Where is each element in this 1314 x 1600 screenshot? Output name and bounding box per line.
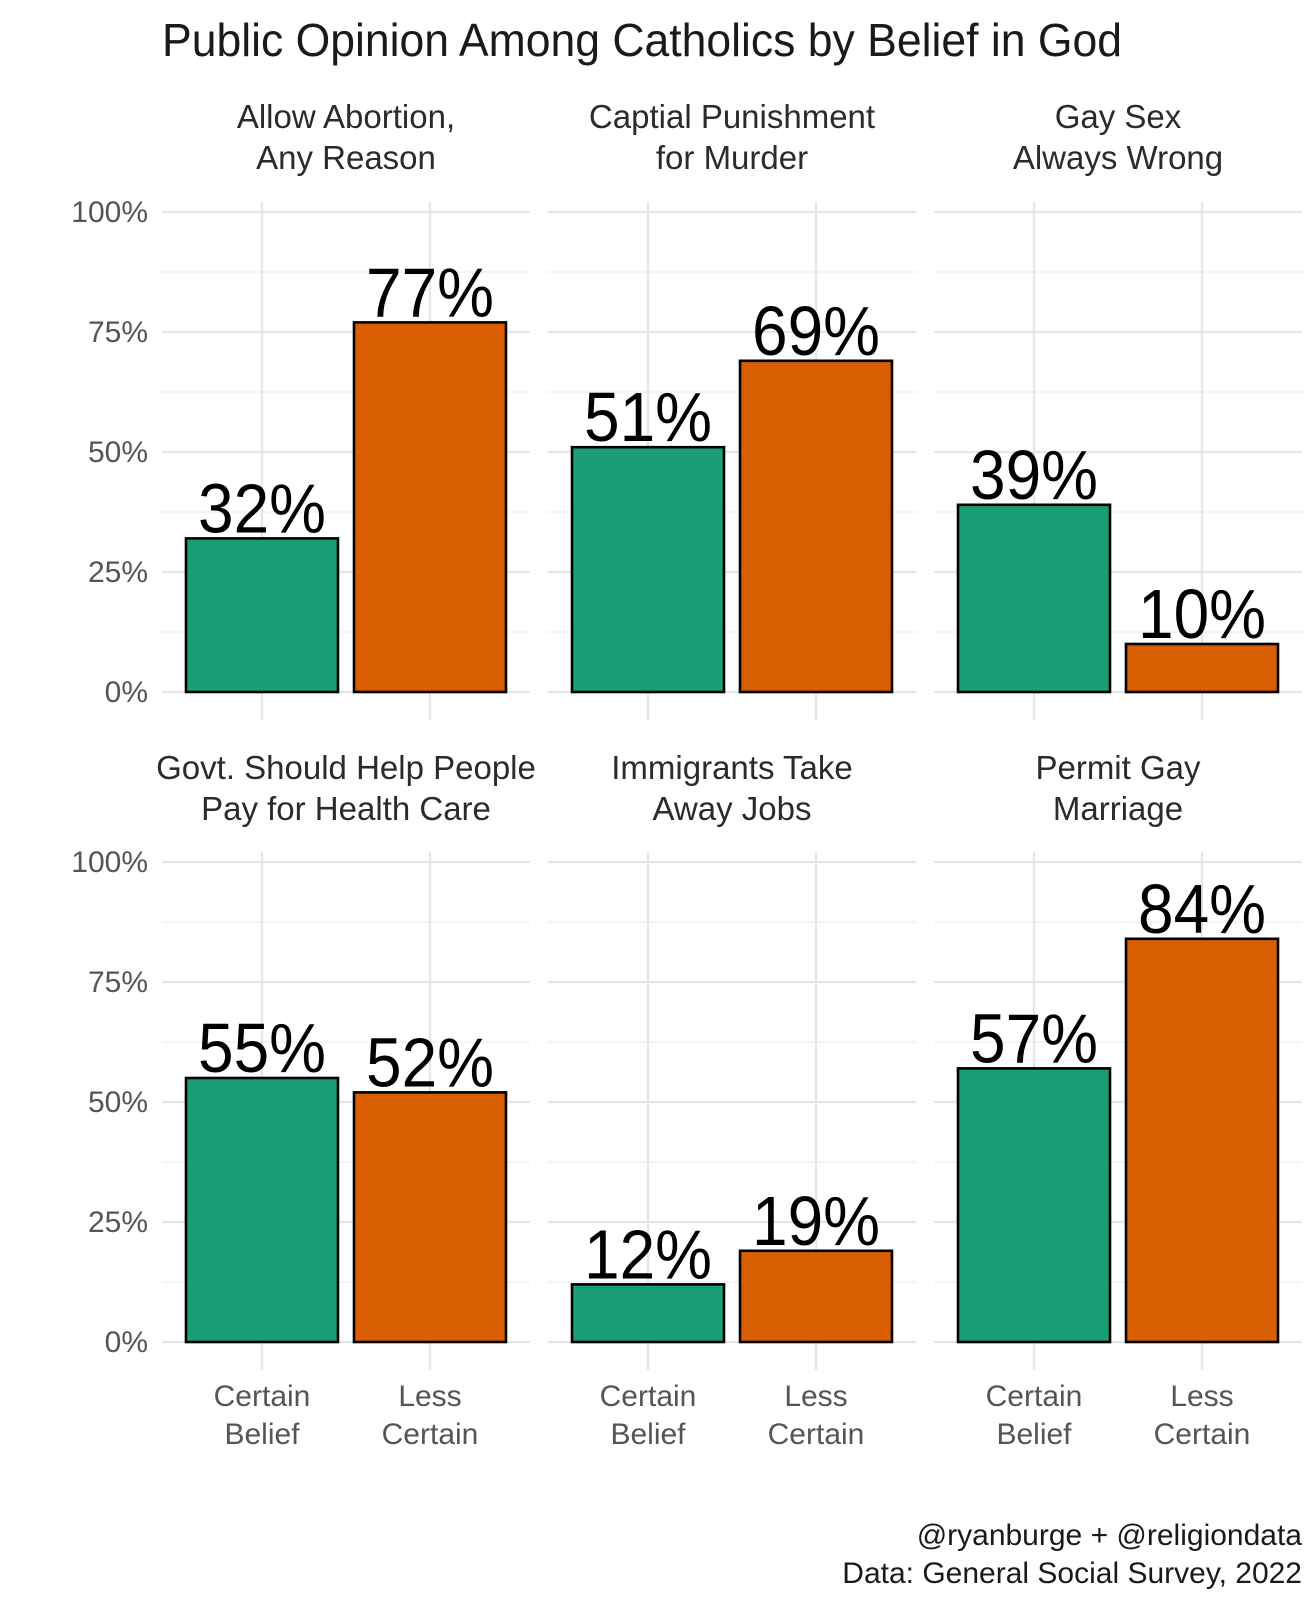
y-tick-label: 100% bbox=[71, 846, 148, 879]
y-tick-label: 25% bbox=[88, 1206, 148, 1239]
bar-less-certain bbox=[352, 321, 508, 694]
y-tick-label: 25% bbox=[88, 556, 148, 589]
y-tick-label: 0% bbox=[105, 1326, 148, 1359]
bar-value-label: 32% bbox=[198, 469, 326, 547]
panel-title: Govt. Should Help People Pay for Health C… bbox=[156, 749, 536, 827]
bar-value-label: 10% bbox=[1138, 575, 1266, 653]
y-tick-label: 50% bbox=[88, 1086, 148, 1119]
bar-value-label: 12% bbox=[584, 1215, 712, 1293]
panel-3: Gay Sex Always Wrong 39% 10% bbox=[934, 98, 1302, 720]
caption-line: @ryanburge + @religiondata bbox=[917, 1519, 1303, 1552]
x-tick-label: Certain Belief bbox=[986, 1380, 1083, 1451]
bar-value-label: 69% bbox=[752, 292, 880, 370]
y-tick-label: 50% bbox=[88, 436, 148, 469]
panel-title: Allow Abortion, Any Reason bbox=[237, 98, 455, 176]
panel-2: Captial Punishment for Murder 51% 69% bbox=[548, 98, 916, 720]
panel-title: Immigrants Take Away Jobs bbox=[611, 749, 852, 827]
bar-certain-belief bbox=[570, 445, 726, 694]
x-tick-label: Less Certain bbox=[1154, 1380, 1251, 1451]
x-tick-label: Less Certain bbox=[382, 1380, 479, 1451]
bar-value-label: 52% bbox=[366, 1023, 494, 1101]
bar-less-certain bbox=[738, 1249, 894, 1344]
panel-6: Permit Gay Marriage 57% 84% Certain Belief Les… bbox=[934, 749, 1302, 1451]
panel-5: Immigrants Take Away Jobs 12% 19% Certain Bel… bbox=[548, 749, 916, 1451]
caption: @ryanburge + @religiondata Data: General … bbox=[842, 1519, 1302, 1590]
bar-certain-belief bbox=[956, 1067, 1112, 1344]
bar-certain-belief bbox=[956, 503, 1112, 694]
caption-line: Data: General Social Survey, 2022 bbox=[842, 1557, 1302, 1590]
chart-title: Public Opinion Among Catholics by Belief… bbox=[162, 14, 1122, 66]
panel-1: Allow Abortion, Any Reason 32% 77% 0% 25% 50% 7… bbox=[71, 98, 530, 720]
bar-value-label: 77% bbox=[366, 253, 494, 331]
panel-title: Permit Gay Marriage bbox=[1035, 749, 1201, 827]
panels: Allow Abortion, Any Reason 32% 77% 0% 25% 50% 7… bbox=[71, 98, 1302, 1451]
bar-less-certain bbox=[1124, 642, 1280, 694]
bar-certain-belief bbox=[184, 1076, 340, 1344]
bar-value-label: 19% bbox=[752, 1182, 880, 1260]
bar-value-label: 55% bbox=[198, 1009, 326, 1087]
y-tick-label: 0% bbox=[105, 676, 148, 709]
y-tick-label: 75% bbox=[88, 316, 148, 349]
bar-less-certain bbox=[1124, 937, 1280, 1344]
x-tick-label: Certain Belief bbox=[214, 1380, 311, 1451]
bar-value-label: 57% bbox=[970, 999, 1098, 1077]
bar-value-label: 51% bbox=[584, 378, 712, 456]
x-tick-label: Less Certain bbox=[768, 1380, 865, 1451]
bar-certain-belief bbox=[184, 537, 340, 694]
y-tick-label: 100% bbox=[71, 196, 148, 229]
bar-less-certain bbox=[352, 1091, 508, 1344]
y-tick-label: 75% bbox=[88, 966, 148, 999]
panel-title: Captial Punishment for Murder bbox=[589, 98, 875, 176]
bar-value-label: 39% bbox=[970, 436, 1098, 514]
panel-title: Gay Sex Always Wrong bbox=[1013, 98, 1223, 176]
bar-value-label: 84% bbox=[1138, 870, 1266, 948]
bar-certain-belief bbox=[570, 1283, 726, 1344]
x-tick-label: Certain Belief bbox=[600, 1380, 697, 1451]
bar-less-certain bbox=[738, 359, 894, 694]
panel-4: Govt. Should Help People Pay for Health C… bbox=[71, 749, 536, 1451]
